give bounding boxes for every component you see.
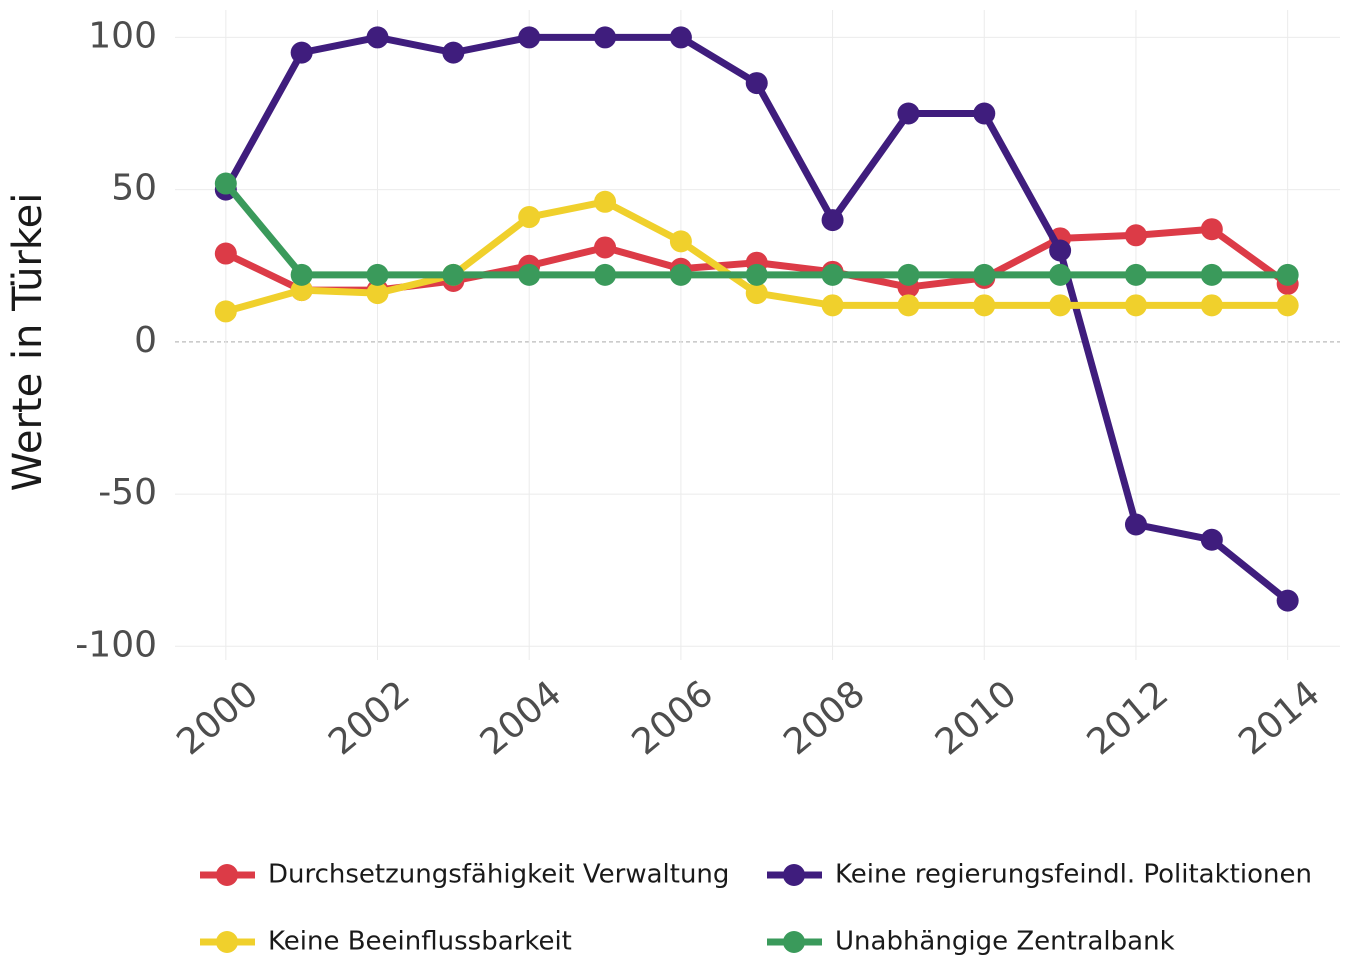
x-tick-label: 2014 bbox=[1231, 673, 1328, 763]
data-point bbox=[1276, 294, 1299, 317]
data-point bbox=[366, 26, 389, 49]
data-point bbox=[290, 263, 313, 286]
data-point bbox=[518, 26, 541, 49]
legend-label: Unabhängige Zentralbank bbox=[835, 927, 1175, 957]
legend-label: Keine Beeinflussbarkeit bbox=[268, 927, 572, 957]
data-point bbox=[290, 279, 313, 302]
series-line bbox=[222, 33, 1290, 604]
data-point bbox=[1276, 589, 1299, 612]
legend-key-point bbox=[783, 931, 805, 953]
data-point bbox=[1049, 294, 1072, 317]
x-tick-label: 2008 bbox=[776, 673, 873, 763]
data-point bbox=[214, 242, 237, 265]
data-point bbox=[897, 294, 920, 317]
x-tick-label: 2002 bbox=[321, 673, 418, 763]
data-point bbox=[214, 300, 237, 323]
data-point bbox=[518, 206, 541, 229]
data-point bbox=[1124, 294, 1147, 317]
x-tick-label: 2004 bbox=[473, 673, 570, 763]
data-point bbox=[669, 26, 692, 49]
data-point bbox=[1200, 528, 1223, 551]
data-point bbox=[973, 263, 996, 286]
data-point bbox=[669, 263, 692, 286]
data-point bbox=[214, 172, 237, 195]
data-point bbox=[1124, 513, 1147, 536]
data-point bbox=[290, 41, 313, 64]
data-point bbox=[594, 190, 617, 213]
y-axis-label: Werte in Türkei bbox=[5, 193, 51, 492]
data-point bbox=[1276, 263, 1299, 286]
data-point bbox=[821, 209, 844, 232]
y-tick-label: -50 bbox=[98, 472, 157, 513]
legend-label: Durchsetzungsfähigkeit Verwaltung bbox=[268, 860, 729, 890]
legend-key-point bbox=[216, 931, 238, 953]
data-point bbox=[442, 41, 465, 64]
data-point bbox=[366, 282, 389, 305]
data-point bbox=[973, 102, 996, 125]
legend-key-point bbox=[216, 864, 238, 886]
data-point bbox=[1200, 218, 1223, 241]
data-point bbox=[821, 294, 844, 317]
x-tick-label: 2012 bbox=[1080, 673, 1177, 763]
legend-label: Keine regierungsfeindl. Politaktionen bbox=[835, 860, 1312, 890]
y-tick-label: 0 bbox=[134, 320, 157, 361]
data-point bbox=[594, 26, 617, 49]
data-point bbox=[1049, 239, 1072, 262]
data-point bbox=[366, 263, 389, 286]
legend-key-point bbox=[783, 864, 805, 886]
data-point bbox=[442, 263, 465, 286]
data-point bbox=[897, 263, 920, 286]
data-point bbox=[518, 263, 541, 286]
data-point bbox=[973, 294, 996, 317]
y-tick-label: 100 bbox=[88, 15, 157, 56]
data-point bbox=[1200, 263, 1223, 286]
data-point bbox=[745, 282, 768, 305]
x-tick-label: 2000 bbox=[169, 673, 266, 763]
y-tick-label: 50 bbox=[111, 168, 157, 209]
data-point bbox=[745, 72, 768, 95]
x-tick-label: 2006 bbox=[625, 673, 722, 763]
data-point bbox=[1049, 263, 1072, 286]
data-point bbox=[594, 263, 617, 286]
data-point bbox=[745, 263, 768, 286]
data-point bbox=[669, 230, 692, 253]
data-point bbox=[821, 263, 844, 286]
x-tick-label: 2010 bbox=[928, 673, 1025, 763]
data-point bbox=[1124, 263, 1147, 286]
data-point bbox=[1200, 294, 1223, 317]
y-tick-label: -100 bbox=[75, 624, 157, 665]
data-point bbox=[897, 102, 920, 125]
data-point bbox=[594, 236, 617, 259]
data-point bbox=[1124, 224, 1147, 247]
